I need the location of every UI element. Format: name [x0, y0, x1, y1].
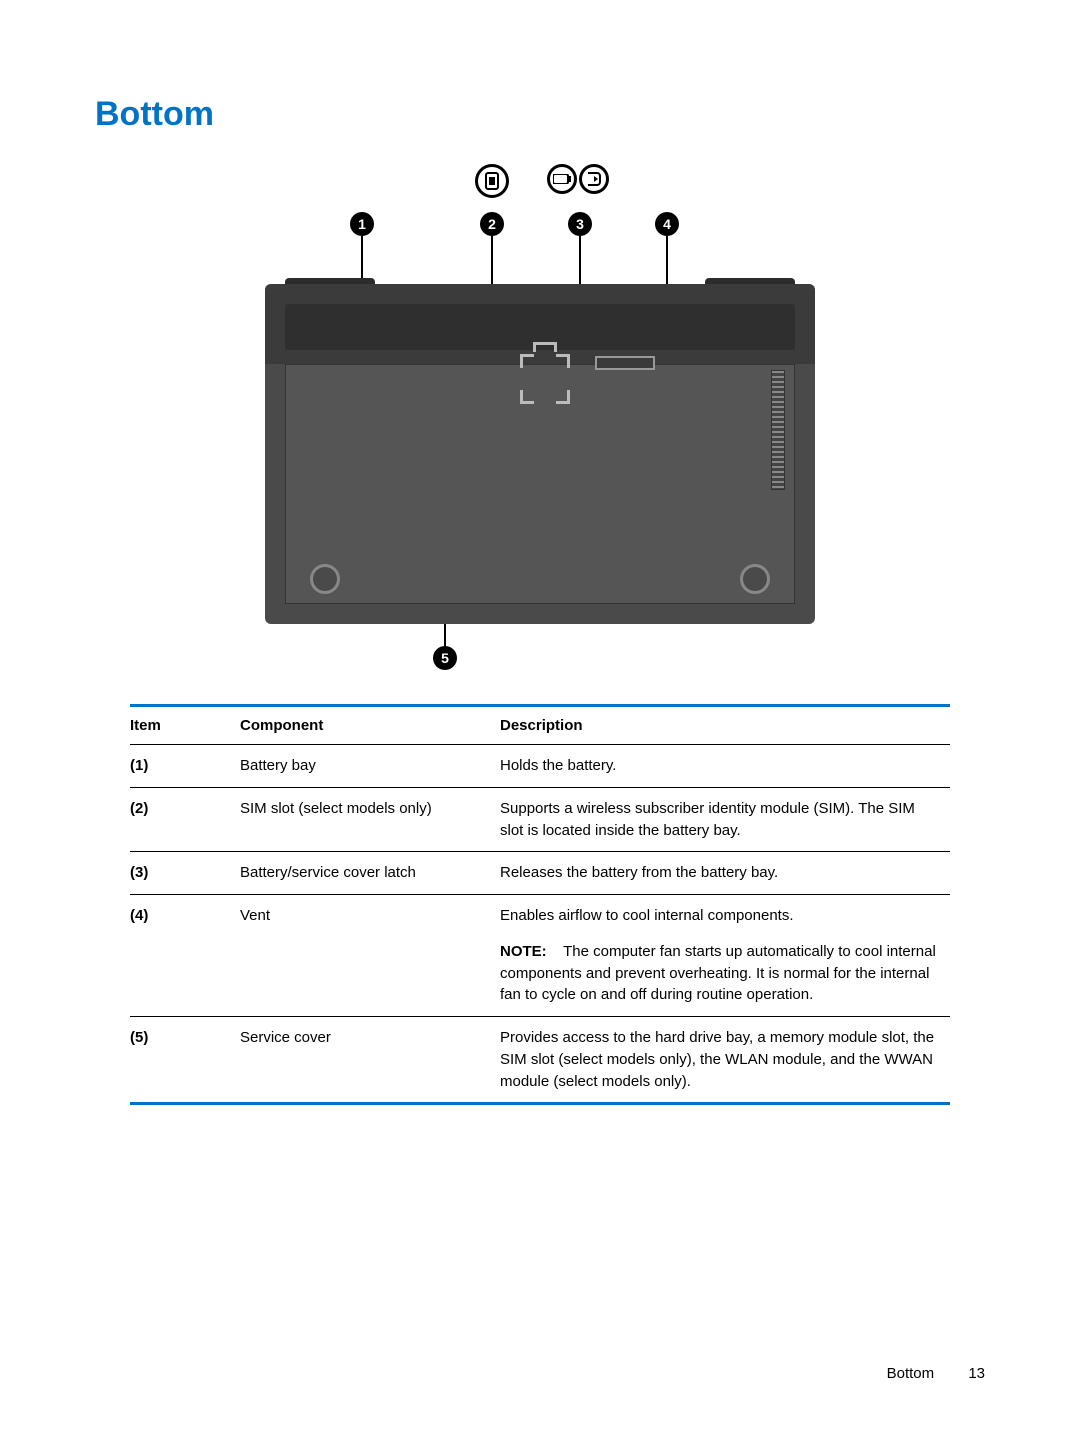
cell-desc-main: Enables airflow to cool internal compone… — [500, 905, 942, 927]
battery-glyph-icon — [547, 164, 577, 194]
cover-latch — [595, 356, 655, 370]
cell-component: Vent — [240, 895, 500, 1017]
cell-desc-note: NOTE: The computer fan starts up automat… — [500, 941, 942, 1006]
components-table: Item Component Description (1) Battery b… — [130, 704, 950, 1105]
table-row: (2) SIM slot (select models only) Suppor… — [130, 787, 950, 852]
table-row: (4) Vent Enables airflow to cool interna… — [130, 895, 950, 1017]
vent — [771, 370, 785, 490]
rubber-foot-left — [310, 564, 340, 594]
table-row: (3) Battery/service cover latch Releases… — [130, 852, 950, 895]
cell-component: SIM slot (select models only) — [240, 787, 500, 852]
sim-glyph-icon — [475, 164, 509, 198]
rubber-foot-right — [740, 564, 770, 594]
cell-item: (5) — [130, 1017, 240, 1104]
callout-3: 3 — [568, 212, 592, 236]
bottom-diagram: 1 2 3 4 5 — [215, 164, 865, 674]
cell-description: Releases the battery from the battery ba… — [500, 852, 950, 895]
th-component: Component — [240, 706, 500, 745]
note-label: NOTE: — [500, 943, 547, 960]
footer-section: Bottom — [887, 1365, 935, 1382]
cell-component: Battery bay — [240, 745, 500, 788]
cell-description: Holds the battery. — [500, 745, 950, 788]
cell-description: Enables airflow to cool internal compone… — [500, 895, 950, 1017]
table-row: (1) Battery bay Holds the battery. — [130, 745, 950, 788]
leader-4a — [666, 236, 668, 284]
table-row: (5) Service cover Provides access to the… — [130, 1017, 950, 1104]
sim-slot-bracket — [520, 354, 570, 404]
th-item: Item — [130, 706, 240, 745]
eject-glyph-icon — [579, 164, 609, 194]
callout-2: 2 — [480, 212, 504, 236]
cell-item: (4) — [130, 895, 240, 1017]
cell-description: Supports a wireless subscriber identity … — [500, 787, 950, 852]
page-footer: Bottom 13 — [887, 1365, 985, 1382]
device-shell — [265, 284, 815, 624]
callout-5: 5 — [433, 646, 457, 670]
cell-description: Provides access to the hard drive bay, a… — [500, 1017, 950, 1104]
note-text: The computer fan starts up automatically… — [500, 943, 936, 1004]
cell-item: (1) — [130, 745, 240, 788]
page-heading: Bottom — [95, 95, 985, 134]
cell-item: (2) — [130, 787, 240, 852]
sim-slot-top — [533, 342, 557, 352]
cell-item: (3) — [130, 852, 240, 895]
cell-component: Battery/service cover latch — [240, 852, 500, 895]
footer-page-number: 13 — [968, 1365, 985, 1382]
callout-4: 4 — [655, 212, 679, 236]
th-description: Description — [500, 706, 950, 745]
callout-1: 1 — [350, 212, 374, 236]
cell-component: Service cover — [240, 1017, 500, 1104]
